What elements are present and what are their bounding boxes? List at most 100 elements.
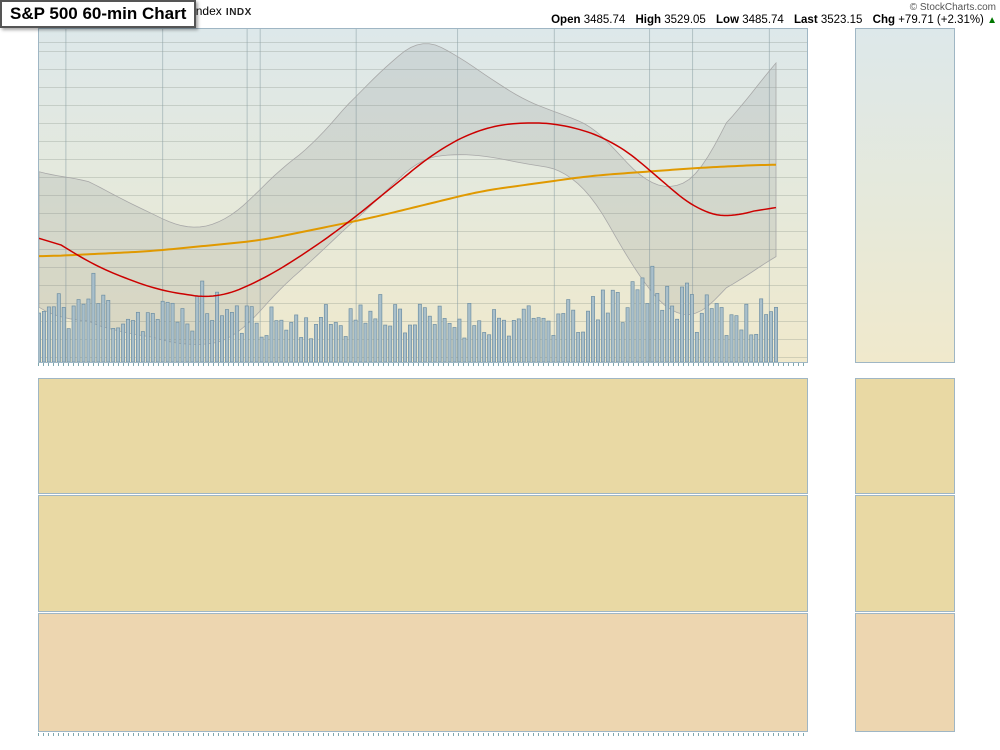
volume-bar bbox=[694, 331, 699, 362]
volume-bar bbox=[46, 306, 51, 362]
copyright: © StockCharts.com bbox=[909, 2, 996, 13]
low-label: Low bbox=[716, 14, 740, 26]
volume-bar bbox=[131, 320, 135, 362]
volume-bar bbox=[432, 324, 437, 362]
volume-bar bbox=[467, 303, 472, 362]
main-x-axis bbox=[38, 363, 808, 378]
volume-bar bbox=[145, 312, 150, 362]
volume-bar bbox=[200, 280, 205, 362]
volume-bar bbox=[368, 310, 373, 362]
volume-bar bbox=[497, 317, 501, 362]
volume-bar bbox=[294, 314, 299, 362]
volume-bar bbox=[215, 291, 220, 362]
volume-bar bbox=[427, 315, 432, 362]
volume-bar bbox=[56, 293, 61, 362]
volume-bar bbox=[764, 314, 769, 362]
volume-bar bbox=[81, 303, 86, 362]
volume-bar bbox=[719, 307, 724, 362]
volume-bar bbox=[487, 334, 492, 362]
volume-bar bbox=[318, 316, 323, 362]
volume-bar bbox=[447, 322, 452, 362]
high-label: High bbox=[635, 14, 662, 26]
last-value: 3523.15 bbox=[820, 14, 863, 26]
volume-bar bbox=[323, 304, 328, 362]
volume-bar bbox=[566, 299, 571, 362]
volume-bar bbox=[462, 337, 467, 362]
volume-bar bbox=[393, 304, 398, 362]
volume-bar bbox=[338, 325, 343, 362]
volume-bar bbox=[645, 303, 650, 362]
volume-bar bbox=[650, 265, 655, 362]
volume-bar bbox=[595, 319, 600, 362]
volume-bar bbox=[234, 305, 239, 362]
volume-bar bbox=[556, 313, 561, 362]
volume-bar bbox=[244, 305, 249, 362]
volume-bar bbox=[170, 302, 175, 362]
volume-bar bbox=[41, 310, 46, 362]
volume-bar bbox=[571, 309, 576, 362]
volume-bar bbox=[734, 315, 739, 362]
volume-bar bbox=[249, 306, 254, 362]
volume-bar bbox=[422, 307, 427, 362]
volume-bar bbox=[605, 312, 610, 362]
volume-bar bbox=[358, 304, 363, 362]
volume-bar bbox=[314, 324, 318, 362]
volume-bar bbox=[229, 312, 234, 362]
volume-bar bbox=[561, 313, 566, 362]
volume-bar bbox=[576, 332, 581, 362]
exchange: INDX bbox=[225, 7, 252, 18]
volume-bar bbox=[96, 303, 101, 362]
volume-bar bbox=[284, 329, 289, 362]
change-up-arrow-icon: ▲ bbox=[987, 15, 997, 26]
volume-bar bbox=[259, 336, 264, 362]
volume-bar bbox=[180, 308, 185, 362]
volume-bar bbox=[220, 315, 224, 362]
volume-bar bbox=[150, 313, 155, 362]
volume-bar bbox=[175, 321, 180, 362]
volume-bar bbox=[185, 323, 190, 362]
volume-bar bbox=[665, 285, 670, 362]
volume-bar bbox=[155, 319, 160, 362]
last-label: Last bbox=[794, 14, 818, 26]
volume-bar bbox=[769, 311, 774, 362]
volume-bar bbox=[670, 305, 675, 362]
volume-bar bbox=[526, 305, 531, 362]
volume-bar bbox=[709, 308, 714, 362]
volume-bar bbox=[135, 311, 140, 362]
volume-bar bbox=[71, 305, 76, 362]
volume-bar bbox=[739, 329, 744, 362]
volume-bar bbox=[754, 333, 759, 362]
volume-bar bbox=[195, 295, 200, 362]
volume-bar bbox=[477, 320, 482, 362]
volume-bar bbox=[615, 292, 620, 362]
volume-bar bbox=[452, 327, 457, 362]
volume-bar bbox=[511, 320, 516, 362]
bottom-x-axis bbox=[38, 733, 808, 748]
volume-bar bbox=[51, 306, 56, 362]
volume-bar bbox=[279, 319, 284, 362]
main-price-svg bbox=[39, 29, 807, 362]
volume-bar bbox=[655, 293, 660, 362]
volume-bar bbox=[225, 309, 229, 362]
volume-bar bbox=[111, 328, 116, 362]
volume-bar bbox=[363, 322, 368, 362]
volume-bar bbox=[66, 328, 71, 362]
volume-bar bbox=[160, 300, 165, 362]
volume-bar bbox=[541, 317, 546, 362]
volume-bar bbox=[353, 319, 358, 362]
volume-bar bbox=[635, 289, 640, 362]
volume-bar bbox=[388, 325, 393, 362]
chart-title-box: S&P 500 60-min Chart bbox=[0, 0, 197, 28]
volume-bar bbox=[210, 320, 215, 362]
chg-label: Chg bbox=[872, 14, 896, 26]
volume-bar bbox=[101, 294, 106, 362]
volume-bar bbox=[205, 313, 210, 362]
volume-bar bbox=[412, 324, 417, 362]
volume-bar bbox=[675, 318, 680, 362]
ma-65 bbox=[39, 122, 777, 298]
volume-bar bbox=[264, 335, 269, 362]
volume-bar bbox=[76, 299, 81, 362]
volume-bar bbox=[457, 318, 462, 362]
volume-bar bbox=[704, 294, 709, 362]
